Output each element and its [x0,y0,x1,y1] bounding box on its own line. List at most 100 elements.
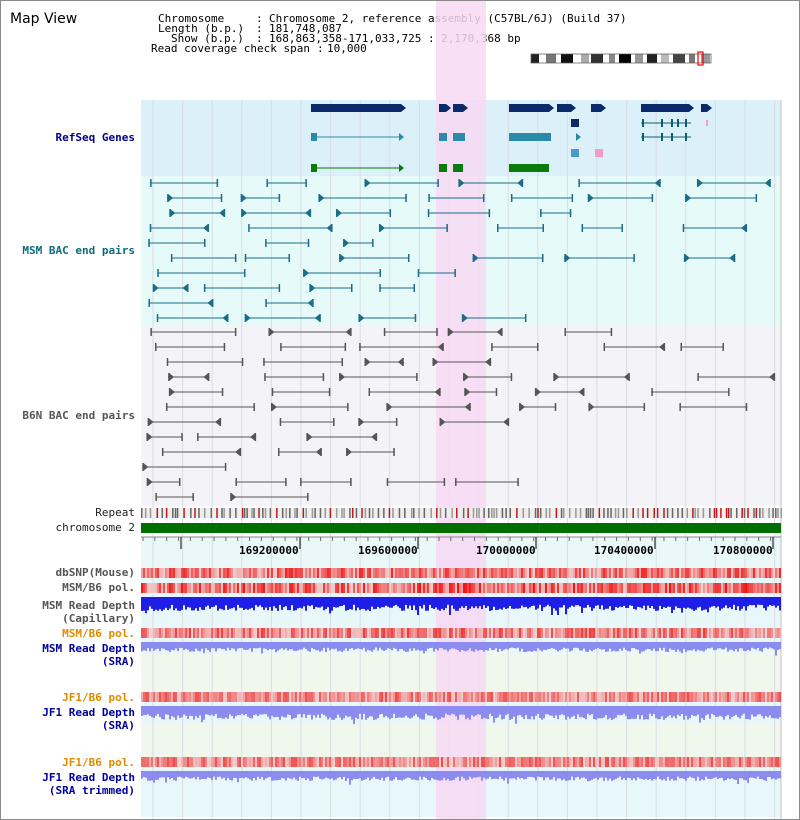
track-label-refseq[interactable]: RefSeq Genes [55,131,135,144]
msm-b6-pol-strip [517,583,519,593]
dbsnp-strip [559,568,561,578]
msm-b6-pol-strip [197,583,199,593]
jf1-depth-trimmed-bar [189,771,191,779]
jf1-depth-sra-bar [189,706,191,716]
msm-depth-capillary-bar [295,597,297,611]
track-label-jf1-depth-sra[interactable]: JF1 Read Depth [42,706,135,719]
jf1-b6-pol-strip [389,692,391,702]
jf1-depth-trimmed-bar [253,771,255,778]
msm-b6-pol-sra-strip [517,628,519,638]
msm-b6-pol-strip [181,583,183,593]
jf1-depth-sra-bar [767,706,769,718]
msm-b6-pol-sra-strip [419,628,421,638]
jf1-depth-trimmed-bar [509,771,511,779]
msm-depth-sra-bar [443,642,445,650]
repeat-element [747,508,749,518]
jf1-depth-sra-bar [559,706,561,716]
msm-depth-sra-bar [363,642,365,648]
repeat-element [686,508,689,518]
refseq-exon [677,119,679,127]
msm-depth-sra-bar [585,642,587,652]
msm-depth-capillary-bar [531,597,533,606]
msm-bac-pair-end [266,179,268,187]
jf1-depth-sra-bar [503,706,505,719]
dbsnp-strip [713,568,715,578]
jf1-depth-trimmed-bar [337,771,339,778]
msm-depth-sra-bar [313,642,315,650]
msm-b6-pol-sra-strip [271,628,273,638]
track-label-jf1-b6-pol-2[interactable]: JF1/B6 pol. [62,756,135,769]
b6n-bac-pair-end [178,478,181,486]
jf1-b6-pol-strip [149,692,151,702]
repeat-element [622,508,625,518]
jf1-depth-sra-bar [333,706,335,720]
jf1-b6-pol-strip [711,692,713,702]
b6n-bac-pair-end [181,433,183,441]
track-label-chromosome[interactable]: chromosome 2 [55,521,135,534]
msm-depth-sra-bar [397,642,399,652]
msm-depth-capillary-bar [663,597,665,608]
jf1-depth-trimmed-bar [405,771,407,779]
jf1-depth-trimmed-bar [711,771,713,779]
track-label-jf1-depth-trimmed-sub[interactable]: (SRA trimmed) [48,784,135,797]
jf1-b6-pol-strip [681,692,683,702]
track-label-b6n-bac[interactable]: B6N BAC end pairs [22,409,135,422]
dbsnp-strip [191,568,193,578]
msm-bac-pair-end [156,314,159,322]
track-label-msm-depth-sra-sub[interactable]: (SRA) [101,655,135,668]
jf1-b6-pol-strip [143,692,145,702]
repeat-element [534,508,537,518]
dbsnp-strip [757,568,759,578]
jf1-b6-pol-strip [675,692,677,702]
track-label-jf1-depth-trimmed[interactable]: JF1 Read Depth [42,771,135,784]
track-label-msm-b6-pol-sra[interactable]: MSM/B6 pol. [62,627,135,640]
track-label-msm-bac[interactable]: MSM BAC end pairs [22,244,135,257]
jf1-b6-pol-strip [625,692,627,702]
track-label-msm-depth-capillary[interactable]: MSM Read Depth [42,599,135,612]
repeat-element [642,508,644,518]
track-label-jf1-depth-sra-sub[interactable]: (SRA) [101,719,135,732]
msm-b6-pol-strip [513,583,515,593]
msm-depth-capillary-bar [385,597,387,606]
jf1-b6-pol-2-strip [601,757,603,767]
dbsnp-strip [261,568,263,578]
track-label-msm-depth-capillary-sub[interactable]: (Capillary) [62,612,135,625]
track-label-dbsnp[interactable]: dbSNP(Mouse) [55,566,135,579]
msm-b6-pol-sra-strip [143,628,145,638]
msm-bac-pair-end [517,179,523,187]
dbsnp-strip [727,568,729,578]
jf1-b6-pol-2-strip [561,757,563,767]
b6n-bac-pair-end [168,388,171,396]
msm-depth-sra-bar [507,642,509,650]
dbsnp-strip [579,568,581,578]
msm-b6-pol-strip [691,583,693,593]
msm-depth-capillary-bar [555,597,557,611]
track-label-msm-depth-sra[interactable]: MSM Read Depth [42,642,135,655]
msm-b6-pol-sra-strip [661,628,663,638]
msm-depth-capillary-bar [319,597,321,608]
info-sep: : [256,12,263,25]
track-label-repeat[interactable]: Repeat [95,506,135,519]
jf1-b6-pol-2-strip [295,757,297,767]
jf1-b6-pol-2-strip [219,757,221,767]
msm-b6-pol-sra-strip [481,628,483,638]
jf1-depth-sra-bar [403,706,405,718]
track-label-msm-b6-pol[interactable]: MSM/B6 pol. [62,581,135,594]
track-label-jf1-b6-pol[interactable]: JF1/B6 pol. [62,691,135,704]
b6n-bac-pair-end [589,403,595,411]
msm-bac-pair-end [335,209,338,217]
b6n-bac-pair-end [347,403,349,411]
jf1-depth-sra-bar [377,706,379,719]
msm-depth-sra-bar [509,642,511,649]
msm-depth-capillary-bar [327,597,329,608]
jf1-depth-sra-bar [341,706,343,720]
jf1-b6-pol-2-strip [389,757,391,767]
jf1-depth-trimmed-bar [721,771,723,778]
msm-depth-capillary-bar [159,597,161,610]
jf1-depth-trimmed-bar [331,771,333,779]
msm-b6-pol-sra-strip [721,628,723,638]
dbsnp-strip [235,568,237,578]
jf1-depth-sra-bar [609,706,611,719]
